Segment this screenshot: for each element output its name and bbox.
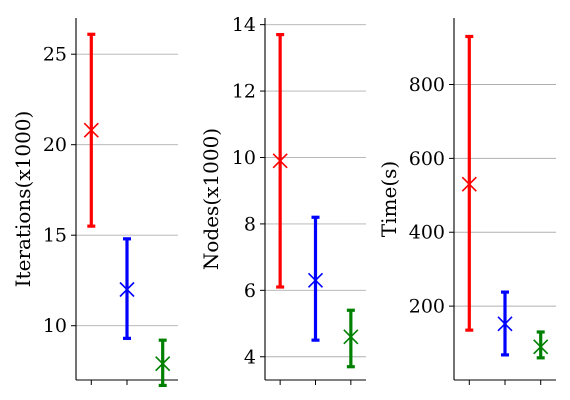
green-mean-marker <box>155 356 171 372</box>
marker-stroke <box>119 281 135 298</box>
marker-stroke <box>533 339 549 355</box>
nodes-panel: Nodes(x1000) 4 6 8 10 12 14 <box>199 14 366 385</box>
y-tick-label: 25 <box>43 44 67 66</box>
time-panel: Time(s) 200 400 600 800 <box>377 18 556 385</box>
y-tick-label: 15 <box>43 225 67 247</box>
iterations-y-axis-label: Iterations(x1000) <box>11 111 35 288</box>
y-tick-label: 6 <box>244 280 256 302</box>
y-tick-label: 14 <box>232 14 256 36</box>
y-tick-label: 10 <box>43 315 67 337</box>
marker-stroke <box>155 356 171 372</box>
y-tick-label: 10 <box>232 147 256 169</box>
y-tick-label: 12 <box>232 81 256 103</box>
red-mean-marker <box>461 176 477 192</box>
y-tick-label: 200 <box>409 296 445 318</box>
y-tick-label: 8 <box>244 213 256 235</box>
marker-stroke <box>307 272 324 288</box>
marker-stroke <box>343 329 359 345</box>
red-mean-marker <box>272 153 288 169</box>
y-tick-label: 400 <box>409 222 445 244</box>
y-tick-label: 20 <box>43 134 67 156</box>
y-tick-label: 600 <box>409 148 445 170</box>
nodes-y-axis-label: Nodes(x1000) <box>199 128 223 270</box>
marker-stroke <box>497 316 513 332</box>
y-tick-label: 800 <box>409 74 445 96</box>
green-mean-marker <box>343 329 359 345</box>
y-tick-label: 4 <box>244 346 256 368</box>
red-mean-marker <box>83 122 99 138</box>
marker-stroke <box>272 153 288 169</box>
marker-stroke <box>83 122 99 138</box>
iterations-panel: Iterations(x1000) 10 15 20 25 <box>11 18 178 388</box>
blue-mean-marker <box>307 272 324 288</box>
blue-mean-marker <box>119 281 135 298</box>
green-mean-marker <box>533 339 549 355</box>
blue-mean-marker <box>497 316 513 332</box>
time-y-axis-label: Time(s) <box>377 161 401 237</box>
marker-stroke <box>461 176 477 192</box>
